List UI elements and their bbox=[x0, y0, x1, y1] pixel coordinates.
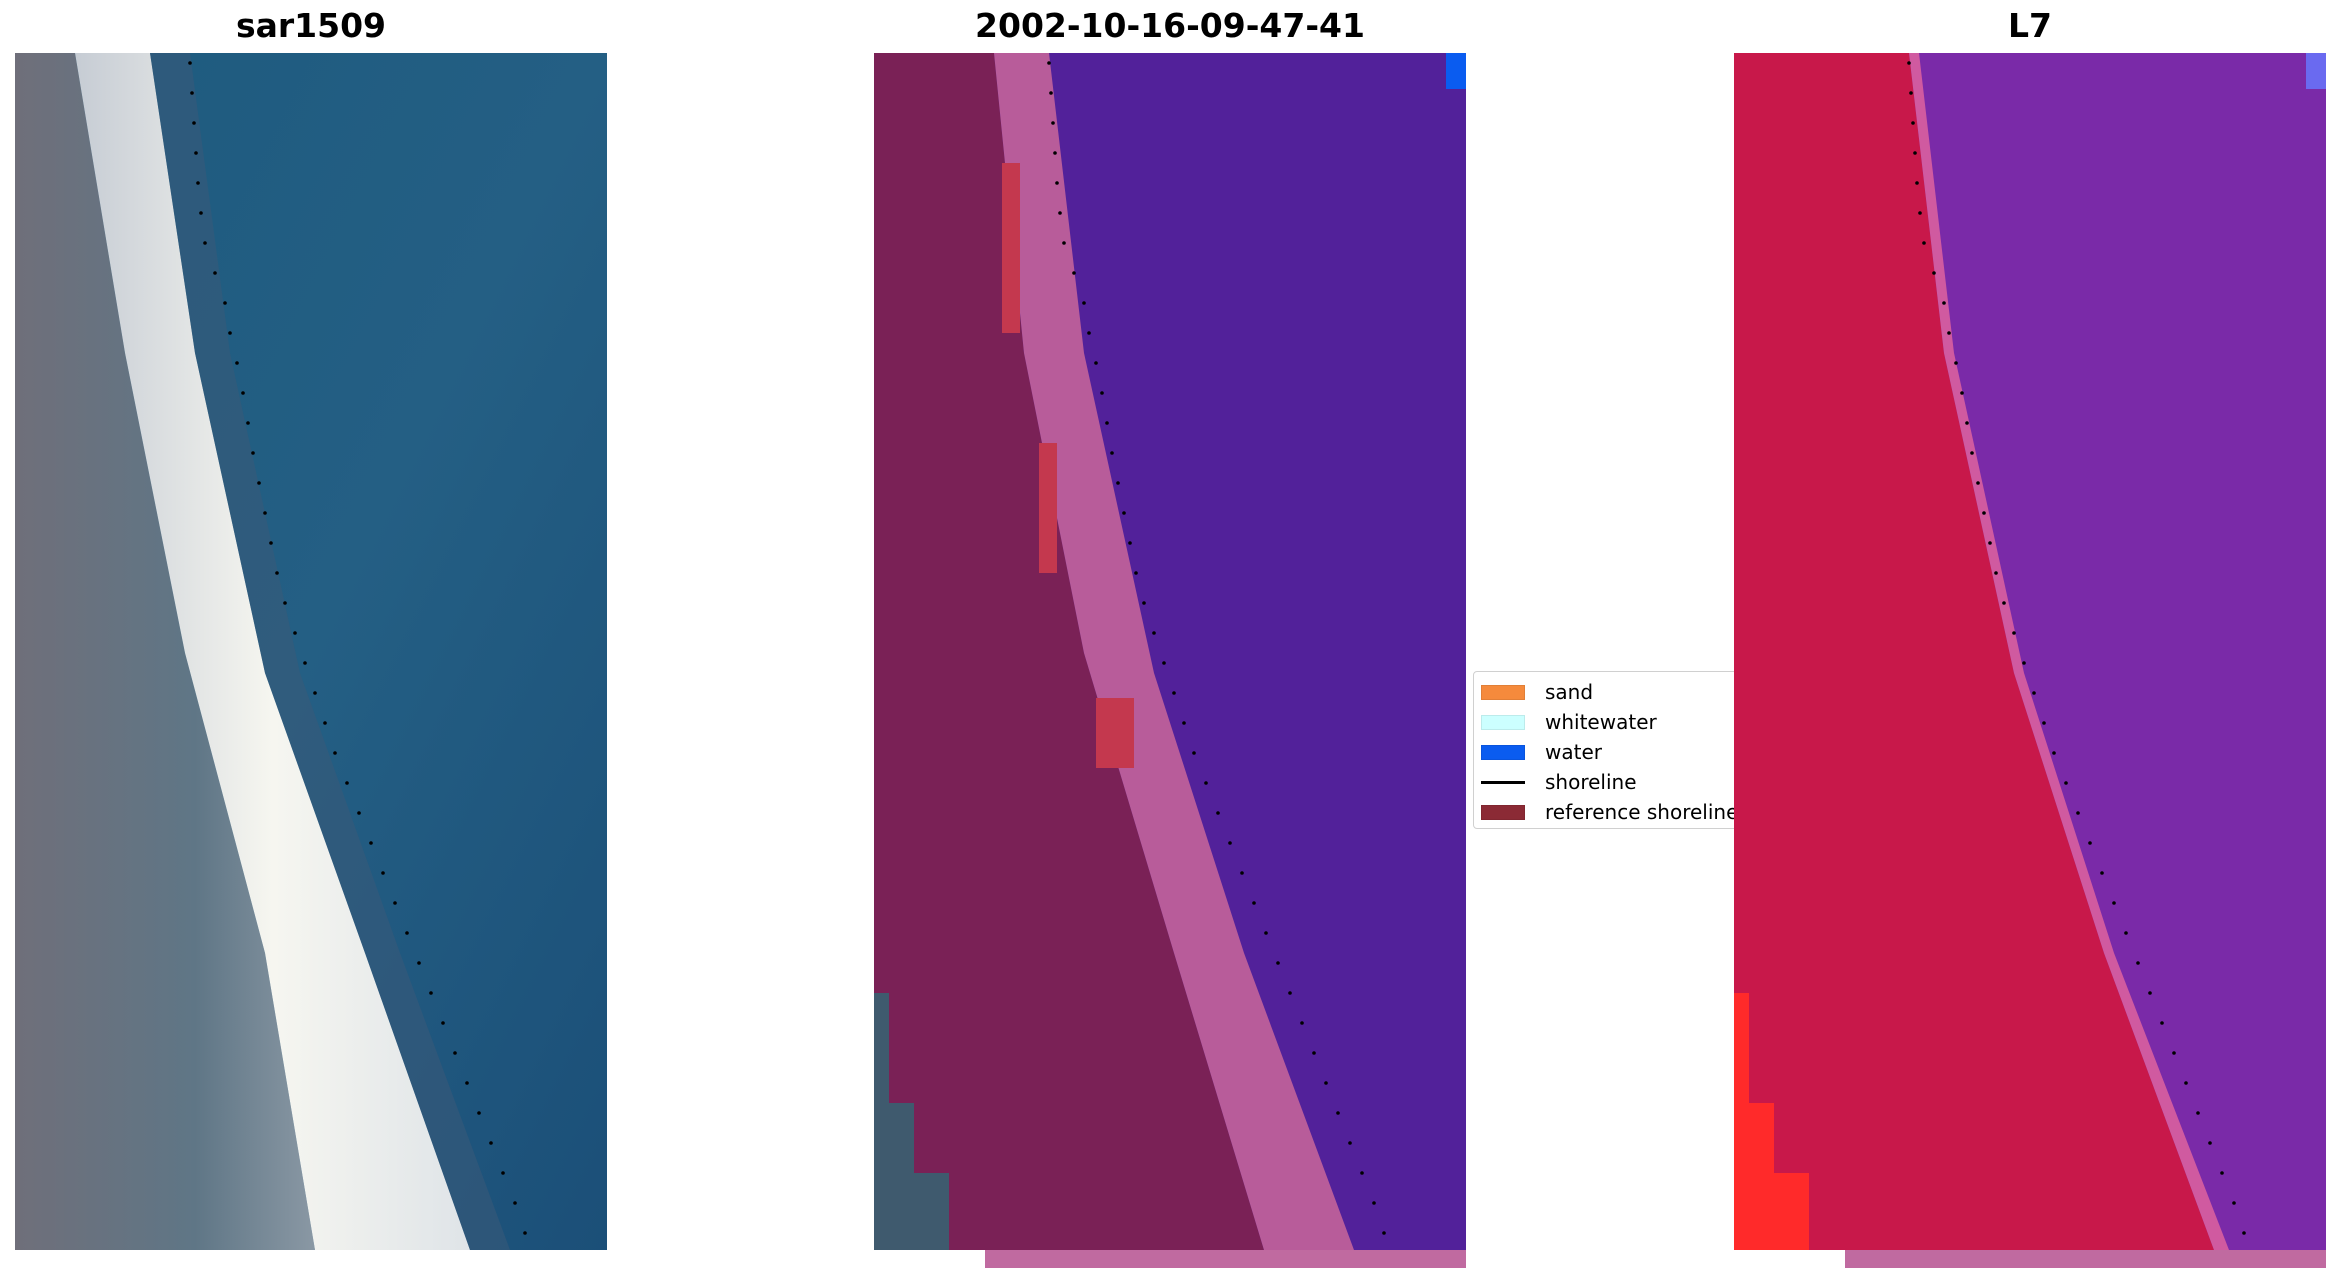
land-index bbox=[1734, 53, 2214, 1250]
sand-region bbox=[75, 53, 470, 1250]
dark-shore-strip bbox=[150, 53, 510, 1250]
panel-title-index: L7 bbox=[2008, 6, 2052, 45]
legend-label: water bbox=[1545, 740, 1602, 764]
classified-bottom-strip bbox=[985, 1250, 1466, 1268]
panel-title-rgb: sar1509 bbox=[235, 6, 387, 45]
bright-corner bbox=[1734, 993, 1809, 1250]
legend-swatch-whitewater bbox=[1481, 714, 1525, 730]
legend-swatch-water bbox=[1481, 744, 1525, 760]
land-region bbox=[15, 53, 315, 1250]
beach-class bbox=[994, 53, 1354, 1250]
legend-line-shoreline bbox=[1481, 780, 1525, 784]
index-bottom-strip bbox=[1845, 1250, 2326, 1268]
water-corner-patch bbox=[1446, 53, 1466, 89]
reference-patch-3 bbox=[1096, 698, 1134, 768]
legend-label: shoreline bbox=[1545, 770, 1637, 794]
legend-label: whitewater bbox=[1545, 710, 1657, 734]
shoreline-dots bbox=[188, 61, 527, 1235]
index-image-panel bbox=[1734, 53, 2326, 1250]
legend-item-reference-shoreline: reference shoreline bbox=[1481, 797, 1738, 827]
grey-corner bbox=[874, 993, 949, 1250]
panel-title-classified: 2002-10-16-09-47-41 bbox=[975, 6, 1365, 45]
legend: sand whitewater water shoreline referenc… bbox=[1473, 671, 1743, 829]
legend-item-sand: sand bbox=[1481, 677, 1593, 707]
legend-swatch-sand bbox=[1481, 684, 1525, 700]
reference-patch-1 bbox=[1002, 163, 1020, 333]
water-corner-patch bbox=[2306, 53, 2326, 89]
legend-item-shoreline: shoreline bbox=[1481, 767, 1637, 797]
legend-item-whitewater: whitewater bbox=[1481, 707, 1657, 737]
rgb-image-panel bbox=[15, 53, 607, 1250]
legend-item-water: water bbox=[1481, 737, 1602, 767]
shoreline-dots bbox=[1907, 61, 2246, 1235]
legend-label: reference shoreline bbox=[1545, 800, 1739, 824]
reference-patch-2 bbox=[1039, 443, 1057, 573]
legend-swatch-reference-shoreline bbox=[1481, 804, 1525, 820]
classified-image-panel bbox=[874, 53, 1466, 1250]
shoreline-dots bbox=[1047, 61, 1386, 1235]
land-class bbox=[874, 53, 1264, 1250]
legend-label: sand bbox=[1545, 680, 1594, 704]
